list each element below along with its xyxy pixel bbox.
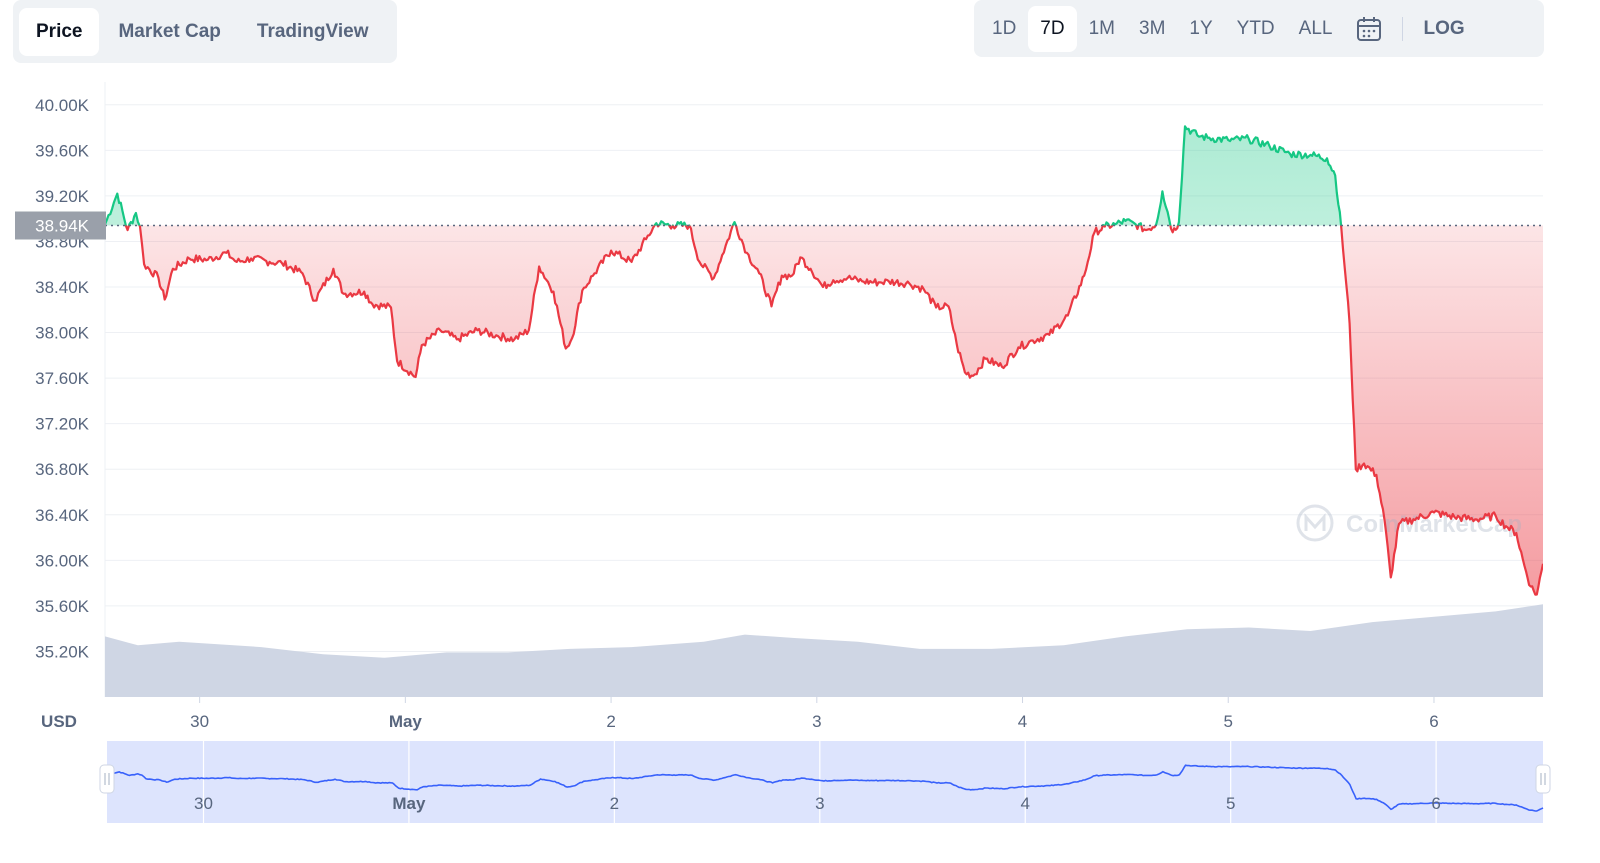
coinmarketcap-logo-mark [1304, 513, 1326, 531]
navigator-tick-label: 4 [1021, 794, 1030, 813]
tab-price[interactable]: Price [19, 7, 100, 56]
price-line-up [105, 125, 1343, 226]
reference-price-label: 38.94K [35, 217, 90, 236]
navigator-tick-label: 30 [194, 794, 213, 813]
navigator-tick-label: 6 [1431, 794, 1440, 813]
range-ytd[interactable]: YTD [1236, 17, 1275, 39]
y-tick-label: 36.00K [35, 551, 90, 570]
range-1m[interactable]: 1M [1088, 17, 1115, 39]
toolbar-divider [1402, 16, 1404, 41]
calendar-icon[interactable] [1344, 6, 1394, 52]
navigator-tick-label: May [392, 794, 426, 813]
y-tick-label: 36.40K [35, 506, 90, 525]
range-all[interactable]: ALL [1298, 17, 1333, 39]
y-tick-label: 39.20K [35, 187, 90, 206]
coinmarketcap-logo-icon [1296, 504, 1334, 542]
x-tick-label: 4 [1018, 712, 1027, 731]
navigator-tick-label: 2 [610, 794, 619, 813]
volume-area [105, 604, 1543, 697]
price-area-below [105, 225, 1543, 595]
range-3m[interactable]: 3M [1139, 17, 1166, 39]
y-tick-label: 38.40K [35, 278, 90, 297]
tab-tradingview[interactable]: TradingView [256, 20, 369, 42]
navigator-handle-right[interactable] [1535, 764, 1551, 794]
navigator-tick-label: 5 [1226, 794, 1235, 813]
handle-body [99, 764, 115, 794]
y-tick-label: 35.20K [35, 642, 90, 661]
chart-type-tabs: Price Market Cap TradingView [13, 0, 397, 63]
x-tick-label: 2 [606, 712, 615, 731]
y-tick-label: 40.00K [35, 96, 90, 115]
range-1y[interactable]: 1Y [1189, 17, 1213, 39]
y-tick-label: 37.60K [35, 369, 90, 388]
x-tick-label: 3 [812, 712, 821, 731]
x-tick-label: 5 [1224, 712, 1233, 731]
tab-market-cap[interactable]: Market Cap [118, 20, 221, 42]
y-tick-label: 38.00K [35, 324, 90, 343]
y-tick-label: 37.20K [35, 415, 90, 434]
x-tick-label: 30 [190, 712, 209, 731]
time-range-tabs: 1D 7D 1M 3M 1Y YTD ALL LOG [974, 0, 1544, 57]
navigator-tick-label: 3 [815, 794, 824, 813]
price-area-above [105, 126, 1543, 226]
x-tick-label: May [389, 712, 423, 731]
navigator-handle-left[interactable] [99, 764, 115, 794]
reference-price-badge [15, 211, 106, 240]
range-7d[interactable]: 7D [1028, 5, 1077, 52]
log-scale-button[interactable]: LOG [1423, 17, 1465, 39]
x-tick-label: 6 [1429, 712, 1438, 731]
y-tick-label: 35.60K [35, 597, 90, 616]
navigator-line [106, 764, 1544, 812]
price-line-down [124, 225, 1543, 596]
y-tick-label: 36.80K [35, 460, 90, 479]
range-1d[interactable]: 1D [992, 17, 1017, 39]
y-tick-label: 39.60K [35, 141, 90, 160]
handle-body [1535, 764, 1551, 794]
coinmarketcap-watermark: CoinMarketCap [1296, 504, 1522, 542]
currency-label: USD [41, 712, 77, 731]
